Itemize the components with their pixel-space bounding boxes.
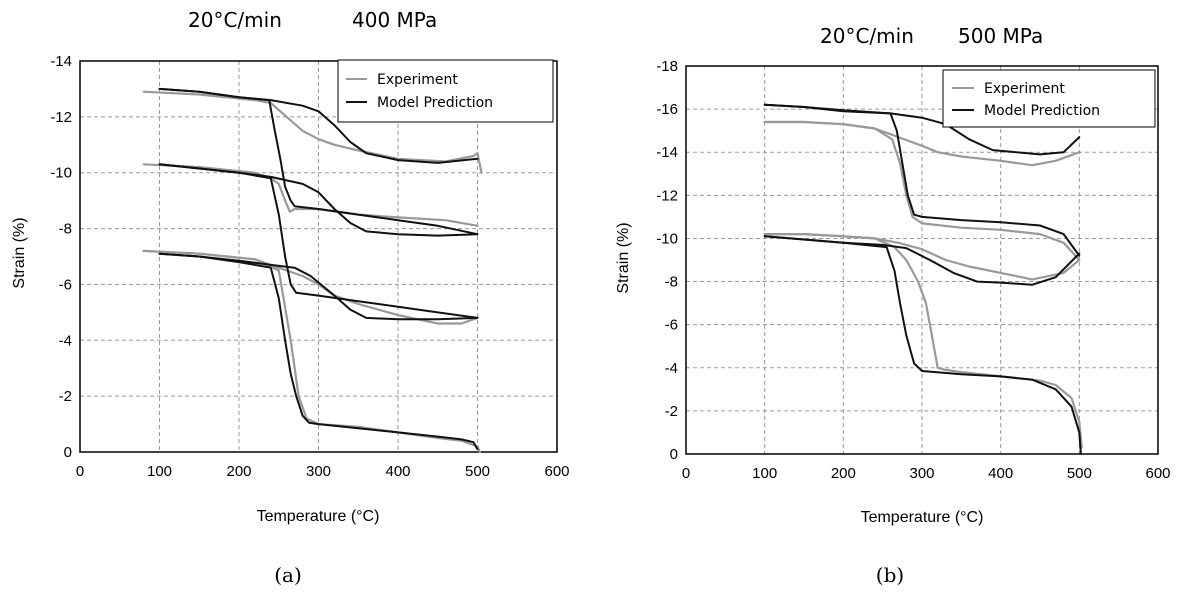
chart-b-y-tick-label: 0	[670, 446, 678, 463]
chart-a-x-tick-label: 600	[544, 463, 569, 480]
chart-b-model-prediction-line	[763, 235, 1082, 455]
chart-b-x-axis-label: Temperature (°C)	[861, 509, 984, 526]
chart-a-y-axis-label: Strain (%)	[11, 217, 28, 288]
chart-a-y-tick-label: 0	[64, 444, 72, 461]
chart-b-x-tick-label: 200	[831, 465, 856, 482]
chart-a-y-tick-label: -2	[59, 388, 72, 405]
chart-a-experiment-line	[142, 90, 483, 174]
chart-b-y-ticks: 0 -2 -4 -6 -8 -10 -12 -14 -16 -18	[656, 58, 678, 463]
chart-a-y-tick-label: -6	[59, 276, 72, 293]
chart-a-experiment-line	[142, 249, 479, 325]
chart-b-y-tick-label: -16	[656, 101, 678, 118]
chart-a-y-ticks: 0 -2 -4 -6 -8 -10 -12 -14	[50, 53, 72, 461]
chart-a-series	[142, 87, 483, 454]
chart-a-y-tick-label: -4	[59, 332, 72, 349]
chart-b-model-prediction-line	[763, 103, 1081, 257]
chart-a-x-tick-label: 300	[306, 463, 331, 480]
chart-a-y-tick-label: -8	[59, 221, 72, 238]
chart-a-model-prediction-line	[158, 252, 479, 451]
chart-b-y-tick-label: -18	[656, 58, 678, 75]
chart-b-experiment-line	[763, 120, 1081, 262]
chart-a-y-tick-label: -10	[50, 165, 72, 182]
chart-b-legend: Experiment Model Prediction	[942, 69, 1156, 128]
chart-a-model-prediction-line	[158, 163, 479, 319]
chart-a: 20°C/min 400 MPa 0 100 200 300 400 500 600 0 -2…	[11, 8, 570, 587]
chart-a-x-tick-label: 100	[147, 463, 172, 480]
chart-b-x-tick-label: 0	[682, 465, 690, 482]
chart-b-legend-experiment: Experiment	[984, 81, 1065, 97]
chart-a-legend: Experiment Model Prediction	[337, 59, 554, 123]
chart-b-legend-model: Model Prediction	[984, 103, 1100, 119]
chart-b-y-tick-label: -6	[665, 317, 678, 334]
chart-a-x-tick-label: 400	[385, 463, 410, 480]
chart-a-x-tick-label: 500	[465, 463, 490, 480]
chart-b-y-tick-label: -2	[665, 403, 678, 420]
chart-a-y-tick-label: -12	[50, 109, 72, 126]
chart-a-title-stress: 400 MPa	[352, 8, 437, 32]
chart-a-x-ticks: 0 100 200 300 400 500 600	[76, 463, 570, 480]
chart-b-y-axis-label: Strain (%)	[615, 222, 632, 293]
chart-b-title-stress: 500 MPa	[958, 24, 1043, 48]
chart-a-x-axis-label: Temperature (°C)	[257, 508, 380, 525]
chart-b-experiment-line	[763, 233, 1083, 449]
chart-b-series	[763, 103, 1083, 455]
chart-b-title-rate: 20°C/min	[820, 24, 914, 48]
chart-b-y-tick-label: -14	[656, 144, 678, 161]
chart-a-plot-frame	[79, 60, 558, 453]
chart-b-x-tick-label: 600	[1145, 465, 1170, 482]
chart-b-x-tick-label: 500	[1067, 465, 1092, 482]
chart-b-y-tick-label: -10	[656, 230, 678, 247]
chart-a-model-prediction-line	[158, 87, 479, 236]
chart-b-y-tick-label: -8	[665, 274, 678, 291]
chart-a-legend-model: Model Prediction	[377, 95, 493, 111]
chart-a-y-tick-label: -14	[50, 53, 72, 70]
chart-a-caption: (a)	[274, 563, 302, 587]
chart-b-x-tick-label: 100	[752, 465, 777, 482]
chart-b-x-ticks: 0 100 200 300 400 500 600	[682, 465, 1171, 482]
chart-b-caption: (b)	[876, 563, 904, 587]
chart-a-x-tick-label: 200	[226, 463, 251, 480]
chart-a-title-rate: 20°C/min	[188, 8, 282, 32]
chart-b-plot-frame	[685, 65, 1159, 455]
chart-a-experiment-line	[142, 163, 479, 227]
chart-b-x-tick-label: 300	[909, 465, 934, 482]
chart-b-y-tick-label: -12	[656, 187, 678, 204]
chart-b-x-tick-label: 400	[988, 465, 1013, 482]
chart-a-model-prediction-line	[158, 252, 479, 321]
chart-b-y-tick-label: -4	[665, 360, 678, 377]
chart-b: 20°C/min 500 MPa 0 100 200 300 400 500 600 0 -2…	[615, 24, 1171, 587]
chart-a-legend-experiment: Experiment	[377, 72, 458, 88]
chart-a-x-tick-label: 0	[76, 463, 84, 480]
